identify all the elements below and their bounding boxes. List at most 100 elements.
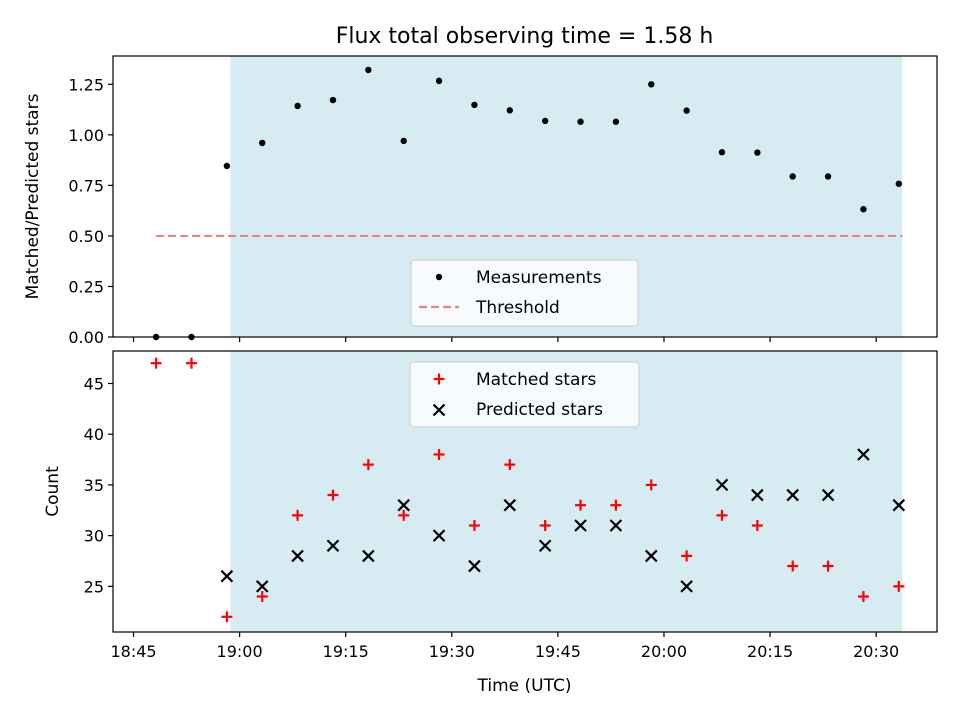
- matched-star-point: [150, 357, 162, 369]
- predicted-marker-stroke: [220, 569, 234, 583]
- measurement-point: [895, 180, 903, 187]
- predicted-marker-stroke: [751, 488, 764, 502]
- matched-star-point: [186, 357, 198, 369]
- matched-star-point: [751, 519, 763, 531]
- measurement-point: [435, 77, 443, 85]
- matched-star-point: [716, 509, 728, 521]
- x-tick-label: 19:45: [535, 642, 581, 661]
- matched-star-point: [787, 560, 799, 572]
- x-tick-label: 19:00: [217, 642, 263, 661]
- matched-star-point: [610, 499, 622, 511]
- x-tick-label: 18:45: [110, 642, 156, 661]
- matched-star-point: [857, 590, 869, 602]
- measurement-point: [683, 107, 690, 114]
- matched-star-point: [681, 550, 693, 562]
- predicted-star-point: [397, 498, 410, 512]
- top-y-tick-label: 1.25: [68, 75, 104, 94]
- legend-predicted-label: Predicted stars: [476, 400, 603, 420]
- x-tick-label: 20:15: [747, 642, 793, 661]
- predicted-star-point: [821, 488, 835, 502]
- matched-star-point: [893, 580, 905, 592]
- legend-measurements-label: Measurements: [476, 268, 602, 288]
- top-panel-ratio: 0.00 0.25 0.50 0.75 1.00 1.25 Matched/Predicte…: [23, 55, 938, 347]
- measurement-point: [577, 118, 584, 125]
- top-y-tick-label: 0.00: [68, 328, 104, 347]
- top-legend-box: [410, 259, 639, 327]
- legend-measurements-marker: [435, 273, 443, 281]
- predicted-marker-stroke: [857, 448, 870, 461]
- measurement-point: [259, 139, 266, 147]
- matched-star-point: [822, 560, 834, 572]
- matched-star-point: [256, 590, 268, 602]
- measurement-point: [648, 81, 655, 88]
- predicted-star-point: [574, 519, 587, 532]
- top-y-tick-label: 0.75: [68, 176, 104, 195]
- predicted-star-point: [786, 488, 799, 502]
- predicted-marker-stroke: [538, 539, 552, 553]
- measurement-point: [541, 117, 549, 125]
- predicted-star-point: [680, 580, 693, 593]
- measurement-point: [754, 149, 761, 156]
- x-tick-label: 20:00: [641, 642, 687, 661]
- predicted-marker-stroke: [892, 498, 906, 512]
- bottom-legend-box: [409, 361, 640, 428]
- predicted-marker-stroke: [503, 498, 517, 512]
- legend-matched-label: Matched stars: [476, 370, 596, 390]
- matched-star-point: [468, 519, 480, 531]
- predicted-marker-stroke: [715, 478, 729, 492]
- measurement-point: [294, 102, 301, 110]
- legend-threshold-label: Threshold: [475, 298, 560, 318]
- predicted-star-point: [362, 549, 375, 563]
- top-y-tick-label: 0.25: [68, 277, 104, 296]
- matched-star-point: [221, 611, 233, 623]
- matched-star-point: [292, 509, 304, 521]
- predicted-marker-stroke: [255, 580, 269, 593]
- top-y-tick-label: 0.50: [68, 227, 104, 246]
- predicted-star-point: [220, 569, 234, 583]
- measurement-point: [329, 96, 337, 104]
- predicted-marker-stroke: [432, 529, 446, 542]
- predicted-star-point: [715, 478, 729, 492]
- matched-star-point: [645, 479, 657, 491]
- measurement-point: [789, 173, 796, 180]
- measurement-point: [506, 107, 513, 114]
- predicted-star-point: [609, 519, 623, 532]
- matched-star-point: [433, 448, 445, 460]
- top-legend: Measurements Threshold: [410, 259, 639, 327]
- x-axis-label: Time (UTC): [477, 676, 572, 696]
- chart-title: Flux total observing time = 1.58 h: [336, 24, 714, 49]
- predicted-marker-stroke: [362, 549, 375, 563]
- bottom-axes-frame: [112, 350, 938, 633]
- bottom-y-axis-label: Count: [43, 466, 63, 517]
- predicted-star-point: [538, 539, 552, 553]
- measurement-point: [824, 173, 832, 180]
- top-y-axis-label: Matched/Predicted stars: [23, 93, 43, 299]
- matched-star-point: [362, 459, 374, 471]
- predicted-marker-stroke: [786, 488, 799, 502]
- top-y-tick-label: 1.00: [68, 126, 104, 145]
- measurement-point: [612, 118, 620, 125]
- bottom-y-tick-label: 40: [84, 425, 104, 444]
- measurement-point: [365, 66, 372, 74]
- measurement-point: [718, 149, 726, 156]
- x-tick-label: 20:30: [853, 642, 899, 661]
- predicted-marker-stroke: [644, 549, 658, 563]
- predicted-marker-stroke: [574, 519, 587, 532]
- measurement-point: [860, 206, 867, 213]
- measurement-point: [223, 162, 231, 170]
- predicted-star-point: [503, 498, 517, 512]
- predicted-star-point: [892, 498, 906, 512]
- x-tick-label: 19:30: [429, 642, 475, 661]
- predicted-star-point: [751, 488, 764, 502]
- matched-star-point: [327, 489, 339, 501]
- predicted-star-point: [432, 529, 446, 542]
- bottom-y-tick-label: 45: [84, 374, 104, 393]
- predicted-marker-stroke: [397, 498, 410, 512]
- predicted-star-point: [291, 549, 304, 563]
- predicted-star-point: [468, 559, 481, 573]
- predicted-marker-stroke: [680, 580, 693, 593]
- predicted-star-point: [255, 580, 269, 593]
- legend-predicted-marker: [432, 403, 446, 417]
- predicted-marker-stroke: [291, 549, 304, 563]
